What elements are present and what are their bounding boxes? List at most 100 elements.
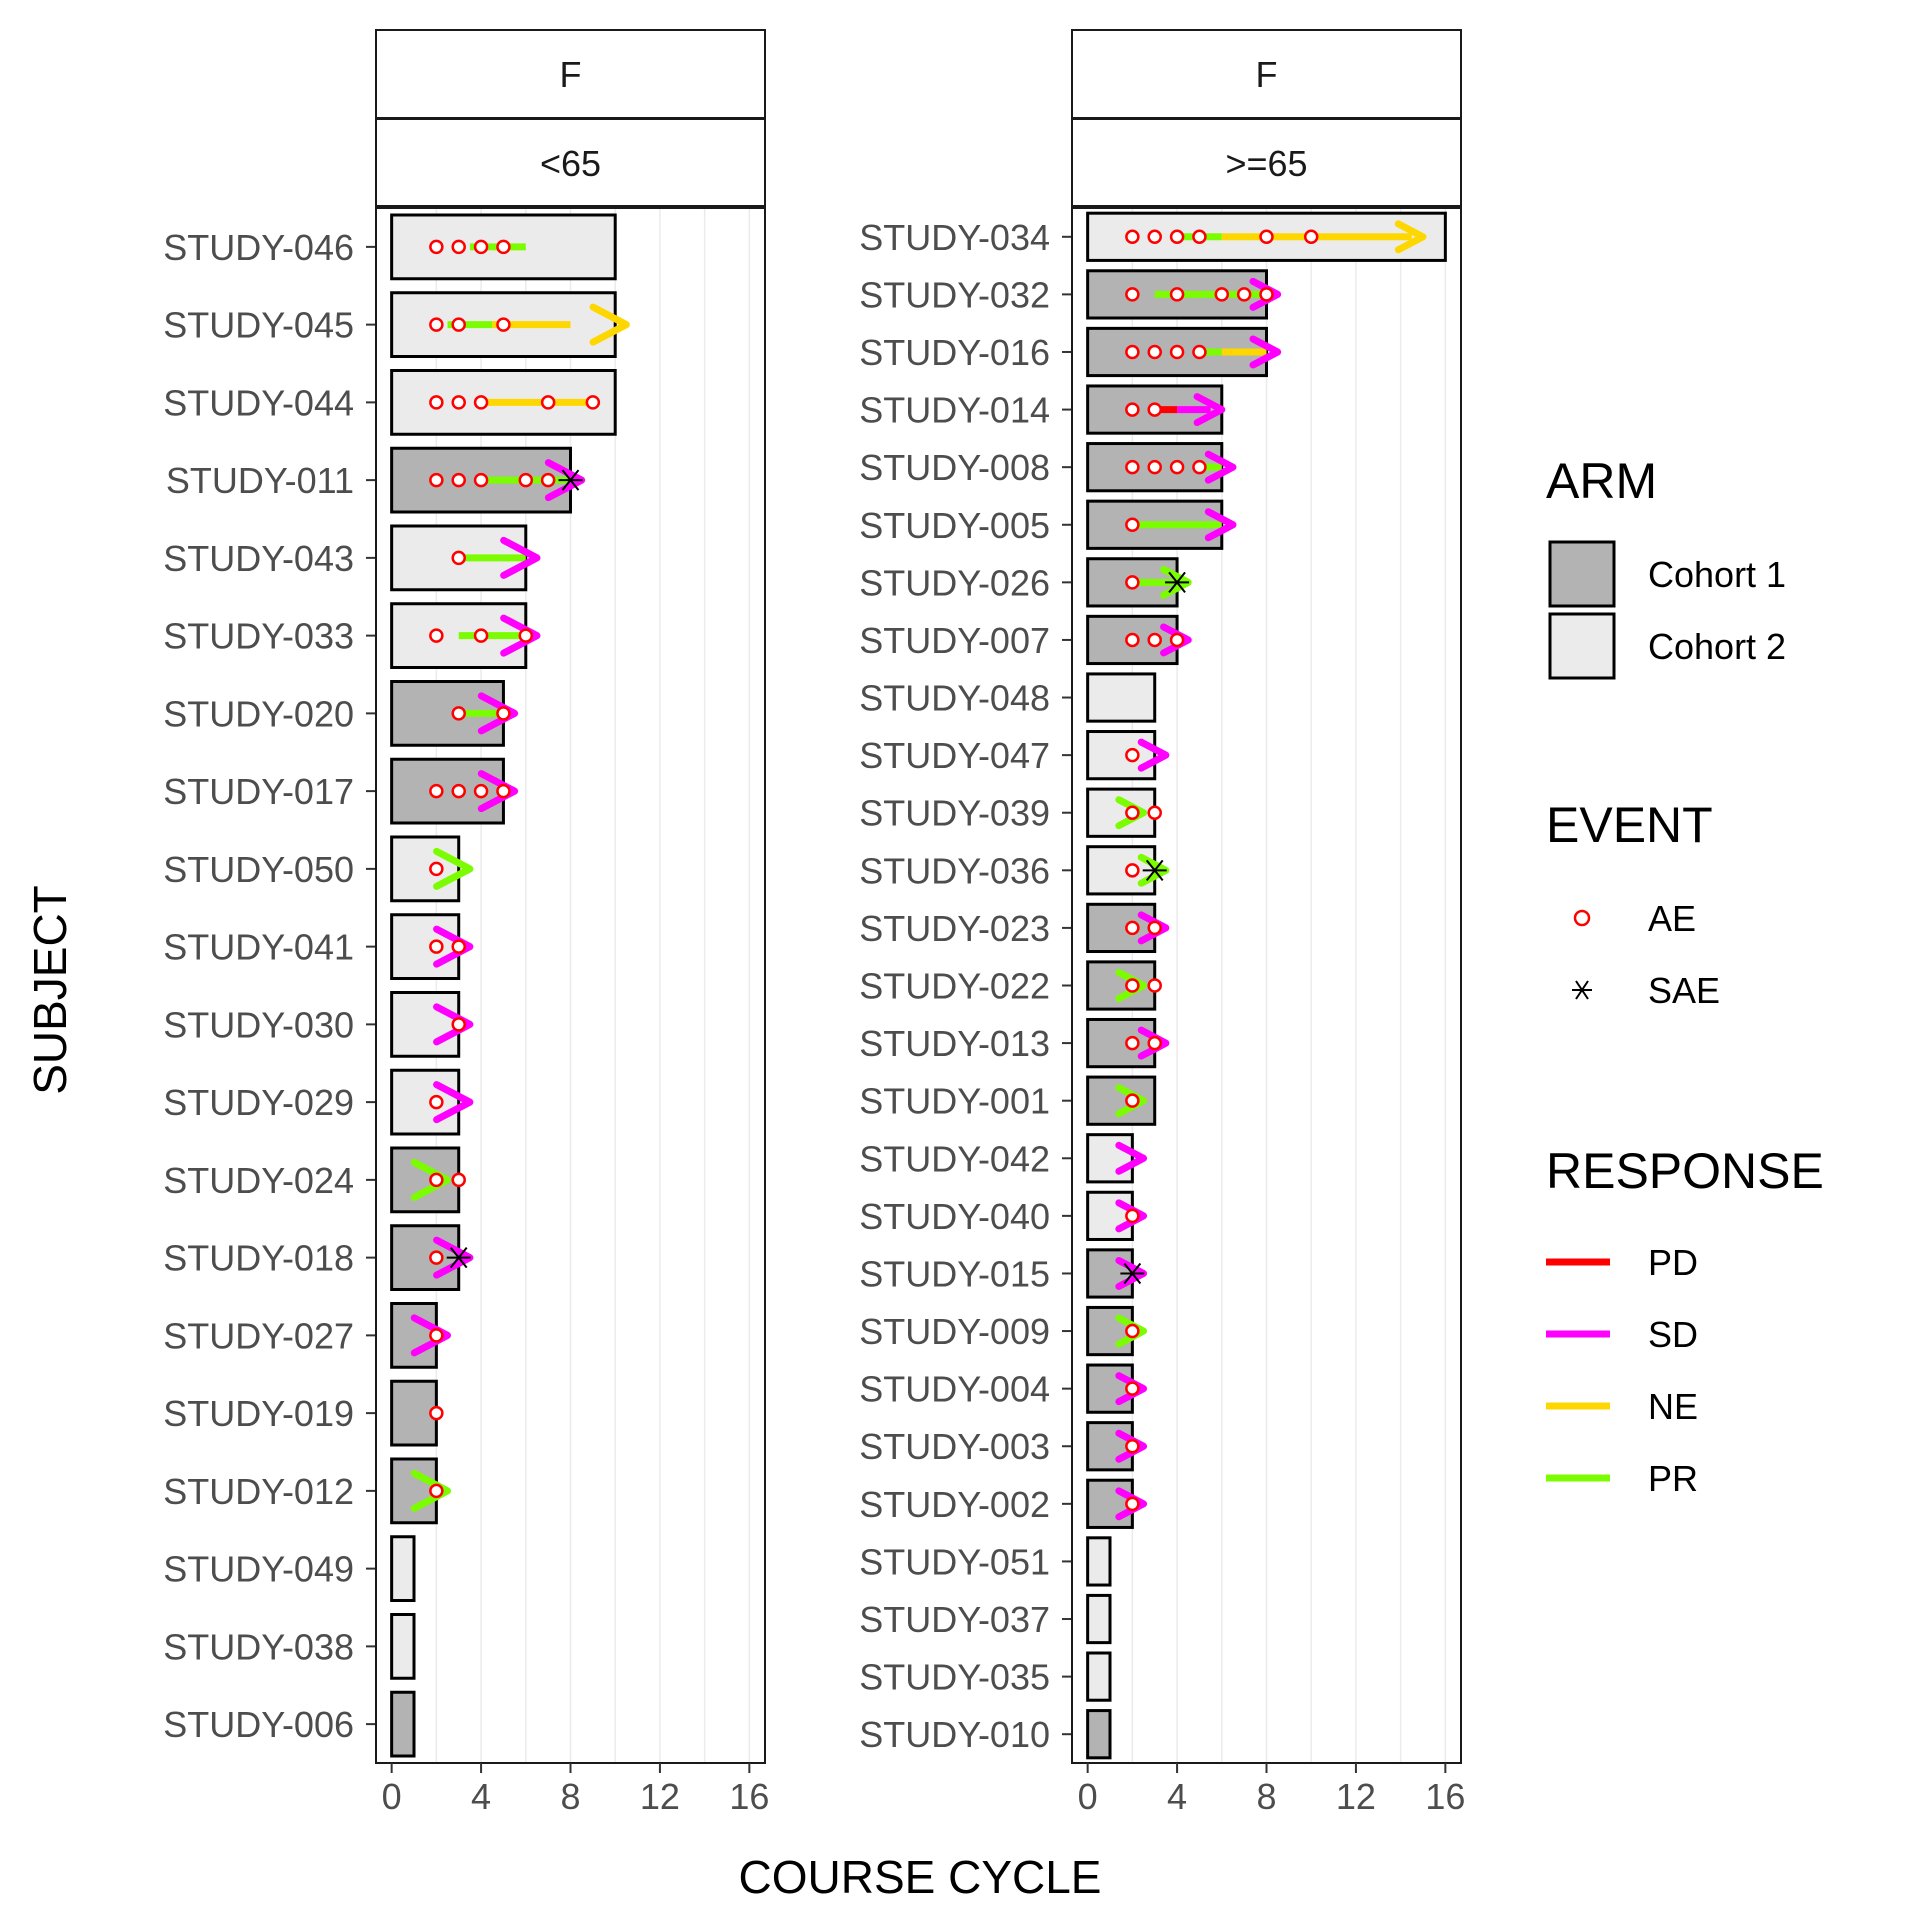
y-tick-label: STUDY-042: [859, 1138, 1050, 1179]
legend-label-arm: Cohort 1: [1648, 554, 1786, 595]
sae-marker: [1142, 859, 1167, 881]
ae-marker: [518, 628, 534, 643]
y-tick-label: STUDY-032: [859, 274, 1050, 315]
subject-row: [1086, 1017, 1170, 1069]
y-tick-label: STUDY-003: [859, 1426, 1050, 1467]
strip-bottom: [375, 118, 766, 207]
y-tick-label: STUDY-030: [163, 1004, 354, 1045]
ae-marker: [1125, 344, 1140, 360]
ae-marker: [1125, 287, 1140, 302]
duration-bar: [1086, 1651, 1112, 1702]
subject-row: [390, 1457, 452, 1525]
duration-bar: [1086, 730, 1157, 781]
y-tick-label: STUDY-026: [859, 562, 1050, 603]
strip-top: [375, 29, 766, 119]
subject-row: [1086, 730, 1170, 781]
subject-row: [1086, 1593, 1112, 1645]
duration-bar: [1086, 1363, 1134, 1414]
sae-stroke: [1168, 571, 1186, 593]
ae-marker: [473, 395, 489, 410]
x-tick-label: 0: [1078, 1776, 1098, 1817]
y-tick-label: STUDY-027: [163, 1315, 354, 1356]
ae-marker: [429, 1172, 444, 1188]
y-tick-label: STUDY-048: [859, 678, 1050, 719]
legend-label-response: NE: [1648, 1386, 1698, 1427]
duration-bar: [390, 1612, 416, 1680]
ae-marker: [1147, 459, 1162, 475]
ae-marker: [451, 1017, 466, 1032]
y-tick-label: STUDY-008: [859, 447, 1050, 488]
subject-row: [1086, 1709, 1112, 1760]
x-tick-label: 12: [640, 1776, 680, 1817]
y-tick-label: STUDY-002: [859, 1484, 1050, 1525]
ae-marker: [429, 472, 444, 488]
response-arrow: [410, 1158, 452, 1201]
y-tick-label: STUDY-010: [859, 1714, 1050, 1755]
ae-marker: [496, 239, 511, 255]
subject-row: [390, 1379, 444, 1447]
sae-stroke: [1575, 980, 1589, 1000]
subject-row: [1086, 1248, 1148, 1299]
response-arrow: [433, 1003, 474, 1046]
response-arrow: [1115, 1487, 1148, 1521]
response-arrow: [1137, 738, 1170, 772]
ae-marker: [473, 783, 489, 799]
ae-marker: [585, 395, 601, 410]
x-tick-label: 8: [1256, 1776, 1276, 1817]
y-tick-label: STUDY-035: [859, 1657, 1050, 1698]
legend-label-arm: Cohort 2: [1648, 626, 1786, 667]
ae-marker: [429, 783, 444, 799]
sae-marker: [1165, 571, 1190, 593]
ae-marker: [1192, 344, 1207, 360]
subject-row: [1086, 672, 1157, 723]
subject-row: [390, 757, 519, 825]
response-arrow: [410, 1314, 452, 1357]
subject-row: [390, 602, 541, 670]
legend-key-sae: [1572, 980, 1592, 1000]
x-tick-label: 16: [729, 1776, 769, 1817]
y-tick-label: STUDY-044: [163, 382, 354, 423]
subject-row: [390, 213, 617, 281]
legend-title-event: EVENT: [1546, 797, 1713, 853]
ae-marker: [429, 1405, 444, 1421]
ae-marker: [1169, 229, 1185, 245]
subject-row: [1086, 845, 1170, 896]
duration-bar: [390, 1690, 416, 1758]
subject-row: [1086, 326, 1282, 378]
y-axis-title: SUBJECT: [24, 885, 76, 1095]
ae-marker: [1125, 1381, 1140, 1396]
duration-bar: [1086, 960, 1157, 1011]
duration-bar: [1086, 1190, 1134, 1241]
y-tick-label: STUDY-038: [163, 1626, 354, 1667]
subject-row: [1086, 1421, 1148, 1472]
subject-row: [390, 1301, 452, 1369]
ae-marker: [496, 706, 511, 721]
subject-row: [390, 446, 586, 514]
y-tick-label: STUDY-001: [859, 1081, 1050, 1122]
ae-marker: [1125, 1323, 1140, 1339]
ae-marker: [451, 783, 466, 799]
response-arrow: [1115, 1429, 1148, 1463]
ae-marker: [1125, 402, 1140, 417]
y-tick-label: STUDY-011: [166, 460, 354, 501]
ae-marker: [1125, 805, 1140, 820]
ae-marker: [496, 783, 511, 799]
ae-marker: [1125, 459, 1140, 475]
response-arrow: [1193, 393, 1226, 427]
y-tick-label: STUDY-015: [859, 1253, 1050, 1294]
subject-row: [390, 1146, 466, 1214]
response-arrow: [1115, 1314, 1148, 1348]
subject-row: [390, 913, 474, 981]
ae-marker: [451, 706, 466, 721]
y-tick-label: STUDY-014: [859, 390, 1050, 431]
y-tick-label: STUDY-045: [163, 305, 354, 346]
legend-key-arm: [1548, 612, 1616, 680]
sae-marker: [446, 1247, 471, 1269]
x-axis-title: COURSE CYCLE: [739, 1851, 1102, 1903]
response-arrow: [1249, 335, 1282, 369]
y-tick-label: STUDY-012: [163, 1471, 354, 1512]
subject-row: [1086, 499, 1237, 550]
ae-marker: [1125, 920, 1140, 936]
legend-title-response: RESPONSE: [1546, 1143, 1824, 1199]
